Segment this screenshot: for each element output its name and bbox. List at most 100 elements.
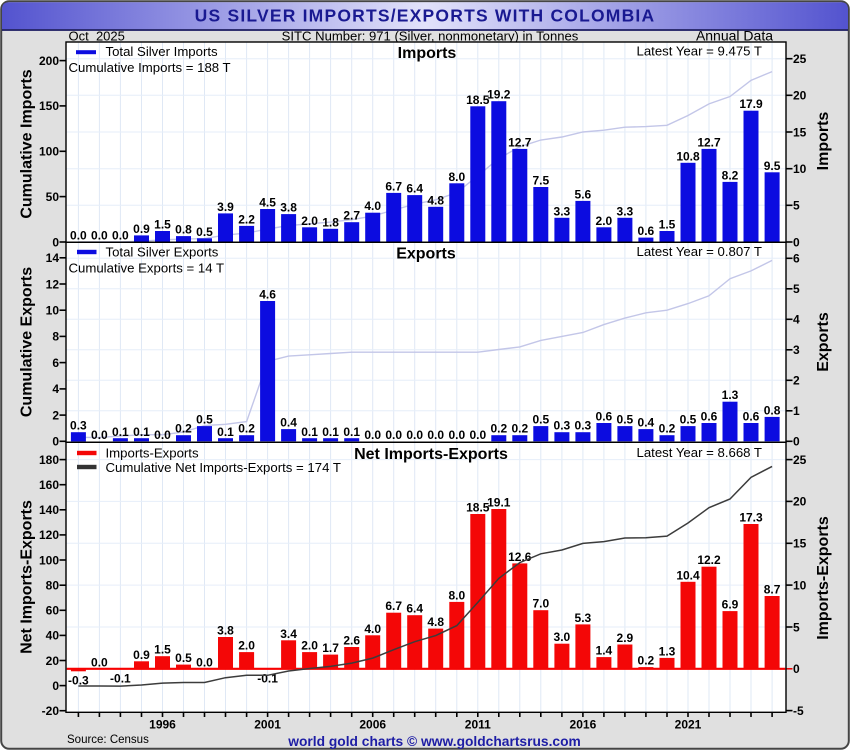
svg-text:Exports: Exports: [396, 246, 456, 263]
svg-text:120: 120: [39, 528, 59, 542]
svg-text:2.0: 2.0: [596, 214, 613, 228]
svg-text:8.0: 8.0: [448, 588, 465, 602]
svg-text:0.2: 0.2: [638, 654, 655, 668]
svg-text:0.0: 0.0: [469, 428, 486, 442]
svg-text:1.5: 1.5: [154, 643, 171, 657]
svg-text:6: 6: [52, 356, 59, 370]
svg-text:4: 4: [793, 313, 800, 327]
svg-text:0.0: 0.0: [364, 428, 381, 442]
svg-text:100: 100: [39, 145, 59, 159]
svg-text:20: 20: [793, 495, 807, 509]
svg-text:4.8: 4.8: [427, 615, 444, 629]
svg-text:0.1: 0.1: [343, 425, 360, 439]
svg-text:0.0: 0.0: [154, 428, 171, 442]
svg-text:10.4: 10.4: [676, 568, 700, 582]
svg-text:5.6: 5.6: [575, 187, 592, 201]
svg-text:2.6: 2.6: [343, 634, 360, 648]
svg-text:0.3: 0.3: [554, 419, 571, 433]
svg-text:18.5: 18.5: [466, 501, 490, 515]
svg-text:4.0: 4.0: [364, 622, 381, 636]
svg-text:-0.3: -0.3: [68, 673, 89, 687]
svg-text:0.5: 0.5: [175, 651, 192, 665]
svg-text:1: 1: [793, 404, 800, 418]
svg-text:12.7: 12.7: [697, 135, 721, 149]
svg-text:150: 150: [39, 99, 59, 113]
svg-text:2: 2: [793, 374, 800, 388]
svg-text:0.9: 0.9: [133, 648, 150, 662]
svg-text:Latest Year = 8.668 T: Latest Year = 8.668 T: [636, 445, 762, 460]
svg-text:Cumulative Exports: Cumulative Exports: [19, 267, 36, 417]
svg-text:80: 80: [46, 579, 60, 593]
svg-text:0.0: 0.0: [70, 229, 87, 243]
svg-text:0.6: 0.6: [596, 410, 613, 424]
svg-text:0.5: 0.5: [196, 413, 213, 427]
svg-text:3.3: 3.3: [617, 204, 634, 218]
svg-text:-0.1: -0.1: [110, 672, 131, 686]
svg-text:6.7: 6.7: [385, 599, 402, 613]
svg-text:25: 25: [793, 52, 807, 66]
svg-text:Oct 2025: Oct 2025: [69, 29, 125, 44]
svg-text:2.0: 2.0: [238, 639, 255, 653]
svg-text:12: 12: [46, 277, 60, 291]
svg-text:0.5: 0.5: [617, 413, 634, 427]
svg-text:40: 40: [46, 629, 60, 643]
svg-text:0.0: 0.0: [427, 428, 444, 442]
svg-text:Net Imports-Exports: Net Imports-Exports: [354, 446, 508, 463]
svg-text:17.3: 17.3: [739, 511, 763, 525]
svg-text:1.5: 1.5: [154, 218, 171, 232]
svg-text:2: 2: [52, 408, 59, 422]
svg-text:8.7: 8.7: [764, 583, 781, 597]
svg-text:3.8: 3.8: [280, 201, 297, 215]
svg-text:Net Imports-Exports: Net Imports-Exports: [19, 500, 36, 654]
svg-text:Exports: Exports: [815, 312, 832, 372]
svg-text:0.2: 0.2: [490, 422, 507, 436]
svg-text:3: 3: [793, 343, 800, 357]
svg-text:0.0: 0.0: [91, 428, 108, 442]
svg-text:3.0: 3.0: [554, 630, 571, 644]
svg-text:Annual Data: Annual Data: [696, 28, 773, 44]
svg-text:0.2: 0.2: [238, 422, 255, 436]
svg-text:6.4: 6.4: [406, 602, 423, 616]
svg-text:4.6: 4.6: [259, 288, 276, 302]
svg-text:20: 20: [793, 89, 807, 103]
svg-text:0.0: 0.0: [91, 655, 108, 669]
svg-text:0.6: 0.6: [638, 224, 655, 238]
svg-text:200: 200: [39, 54, 59, 68]
svg-text:10: 10: [793, 578, 807, 592]
svg-text:Imports-Exports: Imports-Exports: [815, 516, 832, 640]
svg-text:0.8: 0.8: [764, 403, 781, 417]
svg-text:0.6: 0.6: [701, 410, 718, 424]
svg-text:0.0: 0.0: [196, 655, 213, 669]
svg-text:0.5: 0.5: [196, 225, 213, 239]
svg-text:1996: 1996: [149, 718, 176, 732]
svg-text:2.0: 2.0: [301, 639, 318, 653]
svg-text:5.3: 5.3: [575, 611, 592, 625]
svg-text:4: 4: [52, 382, 59, 396]
svg-text:1.3: 1.3: [722, 388, 739, 402]
svg-text:Cumulative Imports: Cumulative Imports: [19, 69, 36, 218]
svg-text:Cumulative Net Imports-Exports: Cumulative Net Imports-Exports = 174 T: [106, 460, 341, 475]
svg-text:-5: -5: [793, 704, 804, 718]
svg-text:3.9: 3.9: [217, 200, 234, 214]
svg-text:180: 180: [39, 453, 59, 467]
svg-text:2021: 2021: [675, 718, 702, 732]
svg-text:0.5: 0.5: [532, 413, 549, 427]
svg-text:Imports: Imports: [398, 45, 457, 62]
svg-text:0.0: 0.0: [112, 229, 129, 243]
svg-text:2016: 2016: [570, 718, 597, 732]
svg-text:0: 0: [52, 435, 59, 449]
svg-text:0.9: 0.9: [133, 222, 150, 236]
svg-text:Latest Year = 0.807 T: Latest Year = 0.807 T: [636, 244, 762, 259]
svg-text:10: 10: [46, 304, 60, 318]
svg-text:Cumulative Imports = 188 T: Cumulative Imports = 188 T: [69, 60, 231, 75]
svg-text:4.8: 4.8: [427, 193, 444, 207]
svg-text:Imports-Exports: Imports-Exports: [106, 446, 199, 461]
svg-text:0.2: 0.2: [659, 422, 676, 436]
svg-text:10.8: 10.8: [676, 149, 700, 163]
svg-text:1.7: 1.7: [322, 641, 339, 655]
svg-text:Imports: Imports: [815, 112, 832, 171]
svg-text:8.0: 8.0: [448, 170, 465, 184]
svg-text:14: 14: [46, 251, 60, 265]
svg-text:1.4: 1.4: [596, 644, 613, 658]
svg-text:world gold charts © www.goldch: world gold charts © www.goldchartsrus.co…: [287, 734, 581, 749]
